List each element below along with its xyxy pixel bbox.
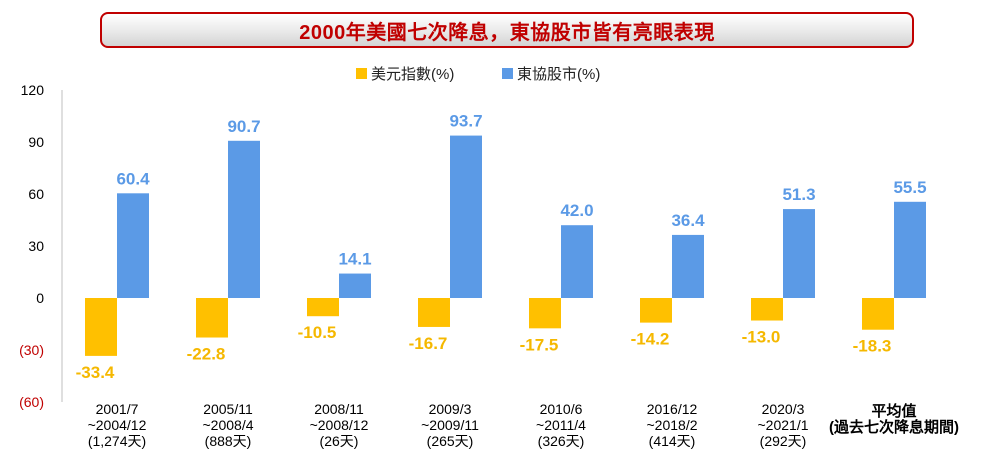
x-category-label: (265天) <box>427 433 474 449</box>
x-category-label: (1,274天) <box>88 433 146 449</box>
bar-usd-index <box>862 298 894 330</box>
bar-usd-index <box>418 298 450 327</box>
y-tick-label: 30 <box>28 238 44 254</box>
data-label-asean-stock: 51.3 <box>782 185 815 204</box>
data-label-asean-stock: 14.1 <box>338 250 371 269</box>
legend-swatch-2 <box>502 68 513 79</box>
bar-asean-stock <box>450 135 482 298</box>
x-category-label: ~2018/2 <box>647 417 698 433</box>
x-category-label: 2005/11 <box>203 401 253 417</box>
x-category-label: 平均值 <box>871 402 916 420</box>
x-category-label: 2008/11 <box>314 401 364 417</box>
x-category-label: (過去七次降息期間) <box>829 418 959 436</box>
data-label-asean-stock: 93.7 <box>449 112 482 131</box>
x-category-label: 2010/6 <box>540 401 583 417</box>
x-category-label: ~2008/4 <box>203 417 254 433</box>
bar-asean-stock <box>561 225 593 298</box>
x-category-label: ~2004/12 <box>88 417 147 433</box>
x-category-label: 2016/12 <box>647 401 698 417</box>
data-label-asean-stock: 42.0 <box>560 201 593 220</box>
data-label-usd-index: -33.4 <box>76 363 115 382</box>
data-label-usd-index: -17.5 <box>520 335 559 354</box>
chart-title-box: 2000年美國七次降息，東協股市皆有亮眼表現 <box>100 12 914 48</box>
x-category-label: (414天) <box>649 433 696 449</box>
y-tick-label: (60) <box>19 394 44 410</box>
data-label-asean-stock: 90.7 <box>227 117 260 136</box>
data-label-usd-index: -14.2 <box>631 330 670 349</box>
legend-swatch-1 <box>356 68 367 79</box>
bar-usd-index <box>196 298 228 338</box>
legend-label-1: 美元指數(%) <box>371 66 454 83</box>
data-label-usd-index: -13.0 <box>742 328 781 347</box>
x-category-label: 2020/3 <box>762 401 805 417</box>
x-category-label: (888天) <box>205 433 252 449</box>
bar-asean-stock <box>117 193 149 298</box>
bar-asean-stock <box>894 201 926 298</box>
y-tick-label: 0 <box>36 290 44 306</box>
x-category-label: (326天) <box>538 433 585 449</box>
bar-usd-index <box>529 298 561 329</box>
x-category-label: ~2011/4 <box>536 417 586 433</box>
bar-usd-index <box>307 298 339 317</box>
bar-asean-stock <box>228 140 260 298</box>
x-category-label: (26天) <box>320 433 359 449</box>
data-label-asean-stock: 36.4 <box>671 211 705 230</box>
legend-label-2: 東協股市(%) <box>517 66 600 83</box>
x-category-label: ~2008/12 <box>310 417 369 433</box>
data-label-usd-index: -18.3 <box>853 337 892 356</box>
x-category-label: ~2021/1 <box>758 417 809 433</box>
chart-title: 2000年美國七次降息，東協股市皆有亮眼表現 <box>299 21 715 44</box>
bar-usd-index <box>640 298 672 323</box>
x-category-label: (292天) <box>760 433 807 449</box>
y-tick-label: 120 <box>21 82 45 98</box>
y-tick-label: (30) <box>19 342 44 358</box>
x-category-label: 2001/7 <box>96 401 139 417</box>
data-label-usd-index: -10.5 <box>298 323 337 342</box>
y-tick-label: 60 <box>28 186 44 202</box>
data-label-asean-stock: 55.5 <box>893 178 926 197</box>
data-label-usd-index: -16.7 <box>409 334 448 353</box>
x-category-label: ~2009/11 <box>421 417 479 433</box>
data-label-usd-index: -22.8 <box>187 345 226 364</box>
bar-asean-stock <box>783 209 815 298</box>
bar-usd-index <box>85 298 117 356</box>
bar-usd-index <box>751 298 783 321</box>
bar-asean-stock <box>339 273 371 298</box>
y-tick-label: 90 <box>28 134 44 150</box>
x-category-label: 2009/3 <box>429 401 472 417</box>
bar-asean-stock <box>672 234 704 298</box>
data-label-asean-stock: 60.4 <box>116 169 150 188</box>
